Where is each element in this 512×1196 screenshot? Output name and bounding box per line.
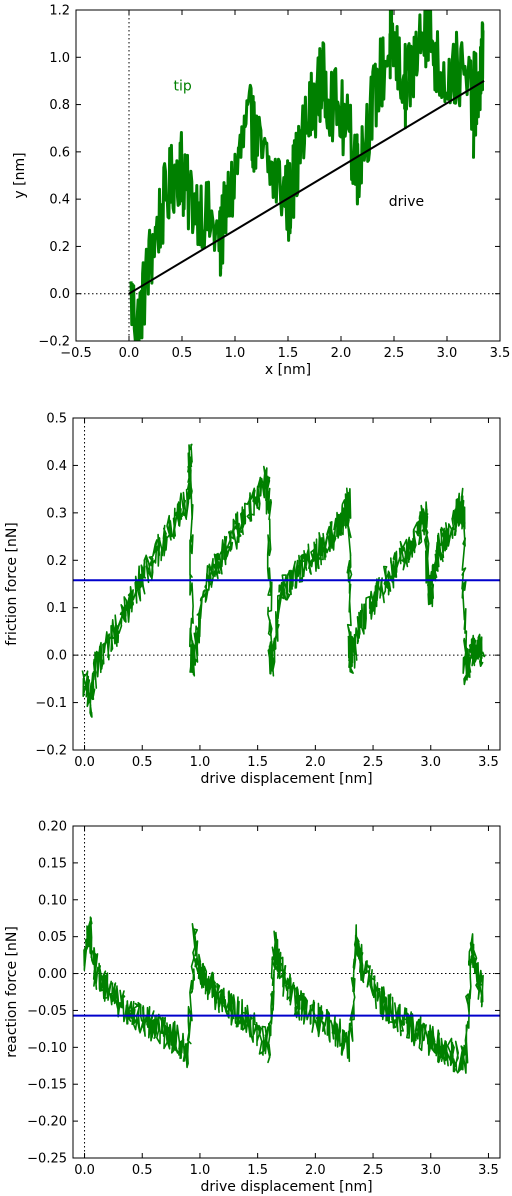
reaction-y-tick-label: 0.15 (38, 856, 67, 871)
trajectory-panel: −0.5 0.0 0.5 1.0 1.5 2.0 2.5 3.0 3.5 −0.2 0.0 0.2 0.… (12, 4, 511, 379)
friction-x-tick-label: 0.0 (74, 755, 95, 770)
friction-y-tick-label: 0.4 (46, 459, 67, 474)
trajectory-x-tick-label: 3.0 (437, 346, 458, 361)
trajectory-x-tick-label: −0.5 (60, 346, 92, 361)
friction-y-tick-label: 0.2 (46, 554, 67, 569)
friction-x-tick-label: 3.0 (420, 755, 441, 770)
friction-y-tick-label: −0.1 (35, 696, 67, 711)
friction-axes-frame (72, 417, 501, 751)
trajectory-x-tick-label: 3.5 (490, 346, 511, 361)
trajectory-y-tick-label: 0.0 (49, 287, 70, 302)
trajectory-y-tick-label: 1.2 (49, 4, 70, 19)
trajectory-plot-area (128, 10, 485, 341)
reaction-y-tick-label: 0.20 (38, 820, 67, 835)
trajectory-x-tick-label: 0.5 (172, 346, 193, 361)
reaction-x-tick-label: 0.0 (74, 1163, 95, 1178)
friction-y-tick-label: 0.0 (46, 649, 67, 664)
trajectory-series-tip (129, 10, 485, 341)
reaction-y-axis-label: reaction force [nN] (4, 926, 20, 1058)
friction-x-tick-label: 0.5 (132, 755, 153, 770)
reaction-x-tick-label: 3.5 (478, 1163, 499, 1178)
friction-y-tick-label: 0.5 (46, 412, 67, 427)
reaction-y-tick-label: 0.00 (38, 967, 67, 982)
trajectory-annotation-tip: tip (174, 78, 192, 94)
friction-plot-area (81, 443, 486, 718)
friction-y-tick-label: 0.1 (46, 601, 67, 616)
reaction-y-tick-label: 0.10 (38, 893, 67, 908)
reaction-series-line-0 (83, 916, 484, 1074)
reaction-x-tick-label: 1.0 (190, 1163, 211, 1178)
reaction-y-tick-label: −0.10 (27, 1041, 67, 1056)
reaction-x-tick-label: 3.0 (420, 1163, 441, 1178)
friction-x-tick-label: 1.5 (247, 755, 268, 770)
reaction-y-tick-label: 0.05 (38, 930, 67, 945)
friction-panel: 0.0 0.5 1.0 1.5 2.0 2.5 3.0 3.5 −0.2 −0.1 0.0 0.1 0.… (4, 412, 501, 787)
reaction-panel: 0.0 0.5 1.0 1.5 2.0 2.5 3.0 3.5 −0.25 −0.20 −0.15 −… (4, 820, 501, 1195)
trajectory-x-axis-label: x [nm] (265, 362, 311, 378)
friction-x-tick-label: 2.5 (363, 755, 384, 770)
trajectory-y-tick-label: 0.2 (49, 240, 70, 255)
friction-x-axis-label: drive displacement [nm] (200, 771, 372, 787)
reaction-x-tick-label: 2.5 (363, 1163, 384, 1178)
reaction-x-tick-label: 1.5 (247, 1163, 268, 1178)
trajectory-y-tick-label: 1.0 (49, 51, 70, 66)
friction-x-tick-label: 3.5 (478, 755, 499, 770)
reaction-y-tick-label: −0.05 (27, 1004, 67, 1019)
reaction-x-axis-label: drive displacement [nm] (200, 1179, 372, 1195)
trajectory-x-tick-label: 2.0 (331, 346, 352, 361)
trajectory-series-drive (128, 80, 485, 295)
trajectory-x-tick-label: 2.5 (384, 346, 405, 361)
reaction-axes-frame (72, 825, 501, 1159)
reaction-y-tick-label: −0.15 (27, 1078, 67, 1093)
trajectory-y-tick-label: −0.2 (38, 335, 70, 350)
trajectory-y-tick-label: 0.8 (49, 98, 70, 113)
trajectory-x-tick-label: 1.5 (278, 346, 299, 361)
trajectory-x-tick-label: 0.0 (119, 346, 140, 361)
friction-x-tick-label: 1.0 (190, 755, 211, 770)
friction-series-line-0 (81, 443, 486, 718)
trajectory-y-tick-label: 0.4 (49, 193, 70, 208)
reaction-y-tick-label: −0.25 (27, 1152, 67, 1167)
friction-x-tick-label: 2.0 (305, 755, 326, 770)
friction-y-tick-label: −0.2 (35, 744, 67, 759)
trajectory-y-tick-label: 0.6 (49, 145, 70, 160)
trajectory-y-axis-label: y [nm] (12, 152, 28, 198)
reaction-x-tick-label: 0.5 (132, 1163, 153, 1178)
trajectory-annotation-drive: drive (389, 194, 424, 210)
trajectory-x-tick-label: 1.0 (225, 346, 246, 361)
reaction-y-tick-label: −0.20 (27, 1115, 67, 1130)
reaction-plot-area (83, 916, 484, 1074)
reaction-x-tick-label: 2.0 (305, 1163, 326, 1178)
friction-y-axis-label: friction force [nN] (4, 522, 20, 646)
friction-y-tick-label: 0.3 (46, 506, 67, 521)
